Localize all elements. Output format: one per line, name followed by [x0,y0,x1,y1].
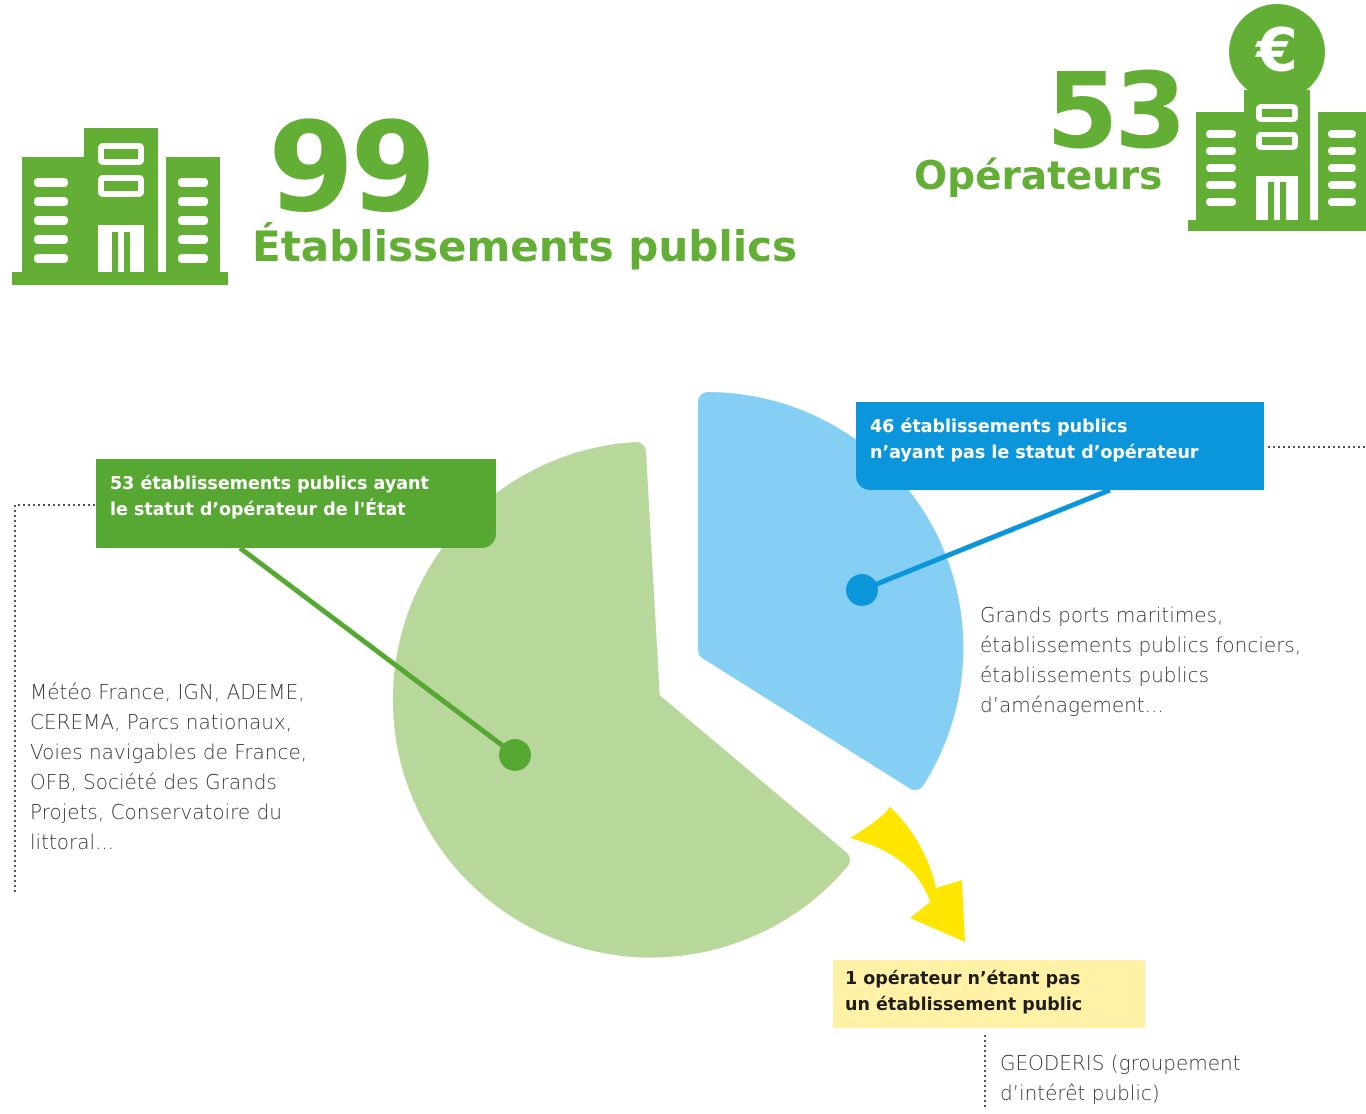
description-line: établissements publics [980,663,1210,687]
description-line: d’intérêt public) [1000,1081,1160,1105]
description-line: littoral... [30,830,115,854]
connector [238,546,517,757]
description-line: GEODERIS (groupement [1000,1051,1241,1075]
callout-box: 1 opérateur n’étant pas un établissement… [833,960,1145,1028]
callout-title: 46 établissements publics [870,417,1128,437]
pie-slice-non-operators [698,392,964,790]
description-line: Météo France, IGN, ADEME, [30,680,305,704]
callout-title: 1 opérateur n’étant pas [845,969,1081,989]
callout-description: GEODERIS (groupement d’intérêt public) [1000,1048,1241,1108]
callout-title: un établissement public [845,995,1083,1015]
callout-box: 53 établissements publics ayant le statu… [96,459,496,548]
description-line: CEREMA, Parcs nationaux, [30,710,293,734]
callout-title: le statut d’opérateur de l'État [110,500,406,520]
description-line: Grands ports maritimes, [980,603,1224,627]
header-label: Opérateurs [914,154,1163,199]
description-line: d’aménagement... [980,693,1164,717]
operator-icon: € [1188,4,1366,231]
header-label: Établissements publics [252,222,798,271]
description-line: Voies navigables de France, [30,740,308,764]
description-line: établissements publics fonciers, [980,633,1302,657]
building-icon [12,128,228,285]
callout-description: Grands ports maritimes, établissements p… [980,600,1301,720]
arrow [850,805,965,942]
big-number: 99 [268,96,437,240]
connector [861,487,1111,593]
big-number: 53 [1046,50,1187,172]
dotted-guide [14,446,1366,1110]
connector-dot [499,739,531,771]
callout-title: n’ayant pas le statut d’opérateur [870,443,1199,463]
callout-title: 53 établissements publics ayant [110,474,429,494]
description-line: Projets, Conservatoire du [30,800,282,824]
pie-slice-operators [392,442,850,958]
connector-dot [846,574,878,606]
euro-symbol: € [1254,16,1298,86]
description-line: OFB, Société des Grands [30,770,277,794]
callout-box: 46 établissements publics n’ayant pas le… [856,402,1264,490]
callout-description: Météo France, IGN, ADEME, CEREMA, Parcs … [30,677,307,857]
